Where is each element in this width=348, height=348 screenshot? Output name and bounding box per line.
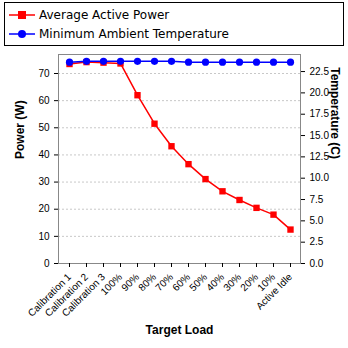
svg-text:Power (W): Power (W): [13, 100, 27, 159]
svg-text:20%: 20%: [238, 271, 260, 293]
svg-text:10%: 10%: [255, 271, 278, 294]
svg-text:Calibration 3: Calibration 3: [60, 271, 108, 319]
svg-text:Active Idle: Active Idle: [254, 271, 295, 312]
svg-text:15.0: 15.0: [310, 130, 330, 141]
svg-text:10.0: 10.0: [310, 172, 330, 183]
html-text:Minimum Ambient Temperature: Minimum Ambient Temperature: [39, 26, 229, 41]
svg-text:Target Load: Target Load: [146, 323, 214, 337]
svg-text:80%: 80%: [136, 271, 158, 293]
svg-text:5.0: 5.0: [310, 215, 324, 226]
svg-text:70: 70: [38, 68, 50, 79]
svg-text:0: 0: [44, 258, 50, 269]
svg-text:Calibration 2: Calibration 2: [42, 271, 91, 319]
svg-text:30: 30: [38, 176, 50, 187]
svg-text:50%: 50%: [187, 271, 209, 293]
svg-text:22.5: 22.5: [310, 66, 330, 77]
html-text:Average Active Power: Average Active Power: [39, 7, 170, 22]
svg-text:Temperature (C): Temperature (C): [328, 67, 342, 159]
svg-text:40%: 40%: [204, 271, 226, 293]
svg-text:50: 50: [38, 122, 50, 133]
svg-text:20: 20: [38, 203, 50, 214]
svg-text:90%: 90%: [119, 271, 141, 293]
svg-text:60%: 60%: [170, 271, 192, 293]
svg-text:Calibration 1: Calibration 1: [25, 271, 74, 319]
svg-text:40: 40: [38, 149, 50, 160]
svg-text:2.5: 2.5: [310, 236, 324, 247]
svg-text:7.5: 7.5: [310, 194, 324, 205]
svg-text:60: 60: [38, 95, 50, 106]
svg-text:10: 10: [38, 231, 50, 242]
svg-text:70%: 70%: [153, 271, 175, 293]
svg-text:12.5: 12.5: [310, 151, 330, 162]
svg-text:30%: 30%: [221, 271, 243, 293]
svg-text:20.0: 20.0: [310, 87, 330, 98]
svg-text:0.0: 0.0: [310, 258, 324, 269]
svg-text:100%: 100%: [98, 271, 125, 298]
svg-text:17.5: 17.5: [310, 108, 330, 119]
